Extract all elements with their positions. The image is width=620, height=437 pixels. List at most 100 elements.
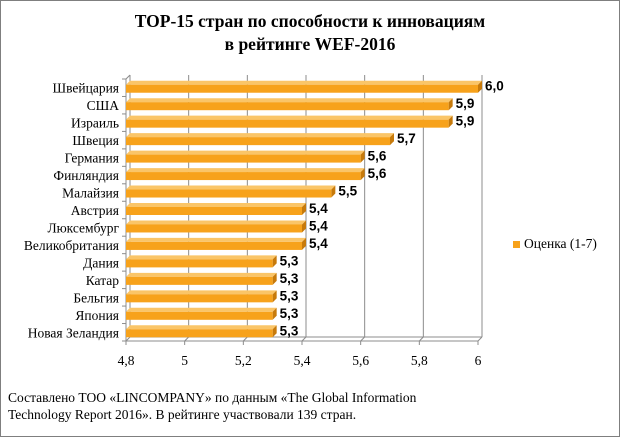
bar-top-face [126, 150, 365, 155]
category-label: США [87, 98, 120, 113]
x-tick-label: 5 [181, 353, 188, 368]
bar-top-face [126, 80, 482, 85]
data-label: 5,6 [368, 149, 387, 164]
data-label: 5,3 [280, 253, 299, 268]
chart-title-line-1: TOP-15 стран по способности к инновациям [134, 11, 486, 31]
category-label: Австрия [71, 203, 119, 218]
bar-side-face [478, 80, 482, 93]
x-tick-label: 5,4 [294, 353, 311, 368]
data-label: 5,3 [280, 288, 299, 303]
legend: Оценка (1-7) [513, 236, 597, 252]
footnote-line-1: Составлено ТОО «LINCOMPANY» по данным «T… [8, 390, 417, 405]
bar [126, 241, 302, 250]
bar-top-face [126, 220, 306, 225]
category-label: Швейцария [52, 81, 119, 96]
bar [126, 154, 361, 163]
footnote: Составлено ТОО «LINCOMPANY» по данным «T… [8, 389, 608, 423]
bar-top-face [126, 237, 306, 242]
gridline-floor [477, 336, 483, 342]
data-label: 5,3 [280, 306, 299, 321]
plot-left-wall-top [125, 74, 131, 80]
gridline-floor [184, 336, 190, 342]
category-label: Новая Зеландия [28, 325, 119, 340]
bar-top-face [126, 307, 277, 312]
bar-side-face [272, 272, 277, 285]
bar [126, 311, 273, 320]
bar [126, 294, 273, 303]
category-label: Япония [75, 308, 119, 323]
bar-top-face [126, 115, 453, 120]
category-label: Люксембург [47, 220, 119, 235]
data-label: 6,0 [485, 79, 504, 94]
category-label: Бельгия [73, 290, 119, 305]
gridline-floor [242, 336, 248, 342]
data-label: 5,9 [456, 96, 475, 111]
data-label: 5,3 [280, 271, 299, 286]
bar-top-face [126, 133, 394, 138]
bar [126, 84, 478, 93]
bar-top-face [126, 203, 306, 207]
bar-top-face [126, 168, 365, 173]
x-tick-label: 6 [475, 353, 482, 368]
category-label: Швеция [72, 133, 119, 148]
x-tick-label: 5,2 [235, 353, 252, 368]
category-label: Малайзия [62, 186, 119, 201]
bar-top-face [126, 255, 277, 260]
data-label: 5,4 [309, 236, 328, 251]
bar-top-face [126, 98, 453, 103]
legend-swatch [513, 240, 520, 248]
data-label: 5,9 [456, 114, 475, 129]
bar-top-face [126, 290, 277, 295]
chart-title-line-2: в рейтинге WEF-2016 [224, 34, 396, 54]
x-tick-label: 5,6 [352, 353, 369, 368]
footnote-line-2: Technology Report 2016». В рейтинге учас… [8, 407, 357, 422]
data-label: 5,7 [397, 131, 416, 146]
bar-side-face [360, 168, 365, 181]
bar-side-face [302, 220, 306, 233]
category-label: Израиль [71, 116, 119, 131]
data-label: 5,3 [280, 323, 299, 338]
category-label: Великобритания [24, 238, 119, 253]
data-label: 5,4 [309, 201, 328, 216]
bar-side-face [272, 290, 277, 303]
bar [126, 276, 273, 285]
bar [126, 119, 449, 128]
bar-side-face [448, 98, 453, 111]
bar [126, 259, 273, 268]
bar [126, 172, 361, 181]
category-label: Финляндия [53, 168, 119, 183]
bar [126, 189, 332, 198]
bar [126, 102, 449, 111]
category-label: Дания [83, 255, 119, 270]
bar-top-face [126, 185, 336, 190]
bar-side-face [360, 150, 365, 163]
bar [126, 224, 302, 233]
bar-side-face [272, 255, 277, 268]
data-label: 5,4 [309, 218, 328, 233]
bar-side-face [448, 115, 453, 128]
plot-floor-left [125, 336, 131, 342]
data-label: 5,6 [368, 166, 387, 181]
gridline-floor [360, 336, 366, 342]
bar [126, 137, 390, 146]
bars-layer [126, 80, 482, 338]
bar-side-face [272, 325, 277, 338]
bar [126, 207, 302, 215]
x-tick-label: 5,8 [411, 353, 428, 368]
category-label: Катар [86, 273, 120, 288]
bar [126, 329, 273, 338]
legend-label: Оценка (1-7) [524, 236, 597, 251]
bar-side-face [390, 133, 394, 146]
bar-top-face [126, 272, 277, 277]
bar-side-face [302, 237, 306, 250]
labels-layer: 4,8 5 5,2 5,4 5,6 5,8 6 Швейцария 6,0 США 5,9 Израи… [24, 79, 504, 368]
gridline-floor [301, 336, 307, 342]
x-tick-label: 4,8 [118, 353, 135, 368]
bar-top-face [126, 325, 277, 330]
bar-side-face [331, 185, 336, 198]
category-label: Германия [65, 151, 119, 166]
data-label: 5,5 [338, 184, 357, 199]
gridline-floor [418, 336, 424, 342]
